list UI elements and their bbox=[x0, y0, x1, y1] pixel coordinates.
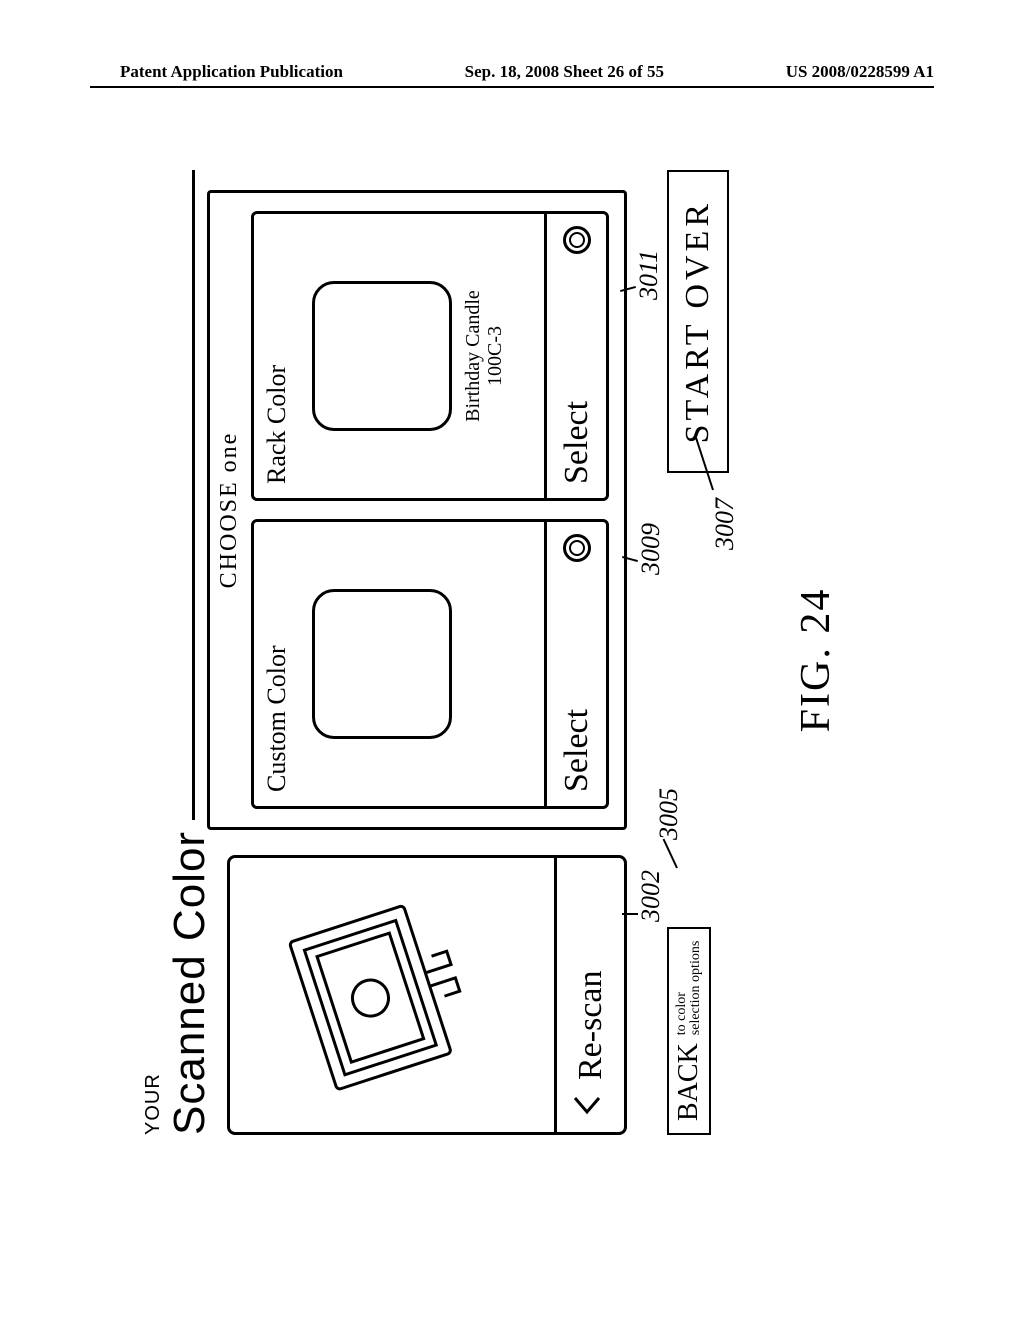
ref-3009: 3009 bbox=[636, 523, 666, 575]
rack-radio-icon bbox=[563, 226, 591, 254]
page-header: Patent Application Publication Sep. 18, … bbox=[0, 62, 1024, 82]
rack-select-label: Select bbox=[558, 401, 596, 484]
figure-diagram: YOUR Scanned Color Re-scan bbox=[142, 150, 882, 1170]
start-over-label: START OVER bbox=[679, 200, 716, 443]
rack-color-swatch bbox=[312, 281, 452, 431]
ref-3002-line bbox=[622, 913, 638, 915]
rack-color-card: Rack Color Birthday Candle 100C-3 Select bbox=[251, 211, 609, 501]
title-your: YOUR bbox=[142, 831, 165, 1135]
custom-color-card: Custom Color Select bbox=[251, 519, 609, 809]
back-sub-2: selection options bbox=[688, 941, 703, 1036]
custom-radio-icon bbox=[563, 534, 591, 562]
rack-color-title: Rack Color bbox=[254, 214, 292, 498]
rack-color-name: Birthday Candle bbox=[462, 281, 484, 431]
rescan-label: Re-scan bbox=[572, 970, 610, 1080]
header-left: Patent Application Publication bbox=[120, 62, 343, 82]
header-rule bbox=[90, 86, 934, 88]
header-right: US 2008/0228599 A1 bbox=[786, 62, 934, 82]
back-sub-1: to color bbox=[674, 992, 689, 1035]
custom-select-label: Select bbox=[558, 709, 596, 792]
ref-3011: 3011 bbox=[634, 250, 664, 300]
back-label: BACK bbox=[675, 1043, 703, 1121]
header-center: Sep. 18, 2008 Sheet 26 of 55 bbox=[465, 62, 664, 82]
main-row: Re-scan CHOOSE one Custom Color Select R… bbox=[227, 190, 627, 1135]
rack-color-info: Birthday Candle 100C-3 bbox=[462, 281, 506, 431]
back-button[interactable]: BACK to color selection options bbox=[667, 927, 711, 1135]
ref-3007: 3007 bbox=[710, 498, 740, 550]
choose-one-block: CHOOSE one Custom Color Select Rack Colo… bbox=[207, 190, 627, 830]
start-over-button[interactable]: START OVER bbox=[667, 170, 729, 473]
figure-label: FIG. 24 bbox=[792, 150, 840, 1170]
custom-color-title: Custom Color bbox=[254, 522, 292, 806]
ref-3002: 3002 bbox=[636, 870, 666, 922]
scanned-color-panel: Re-scan bbox=[227, 855, 627, 1135]
title-scanned-color: Scanned Color bbox=[165, 831, 215, 1135]
choice-row: Custom Color Select Rack Color Birthday … bbox=[243, 193, 609, 827]
choose-one-label: CHOOSE one bbox=[210, 193, 243, 827]
rescan-button[interactable]: Re-scan bbox=[554, 858, 624, 1132]
ref-3005: 3005 bbox=[654, 788, 684, 840]
custom-select-button[interactable]: Select bbox=[544, 522, 606, 806]
title-area: YOUR Scanned Color bbox=[142, 831, 215, 1135]
title-rule bbox=[192, 170, 195, 820]
rack-color-code: 100C-3 bbox=[484, 281, 506, 431]
custom-color-swatch bbox=[312, 589, 452, 739]
bottom-button-row: BACK to color selection options START OV… bbox=[667, 170, 729, 1135]
scanner-illustration bbox=[285, 887, 475, 1102]
back-sub: to color selection options bbox=[675, 941, 703, 1036]
rack-select-button[interactable]: Select bbox=[544, 214, 606, 498]
rescan-chevron-icon bbox=[572, 1090, 610, 1118]
